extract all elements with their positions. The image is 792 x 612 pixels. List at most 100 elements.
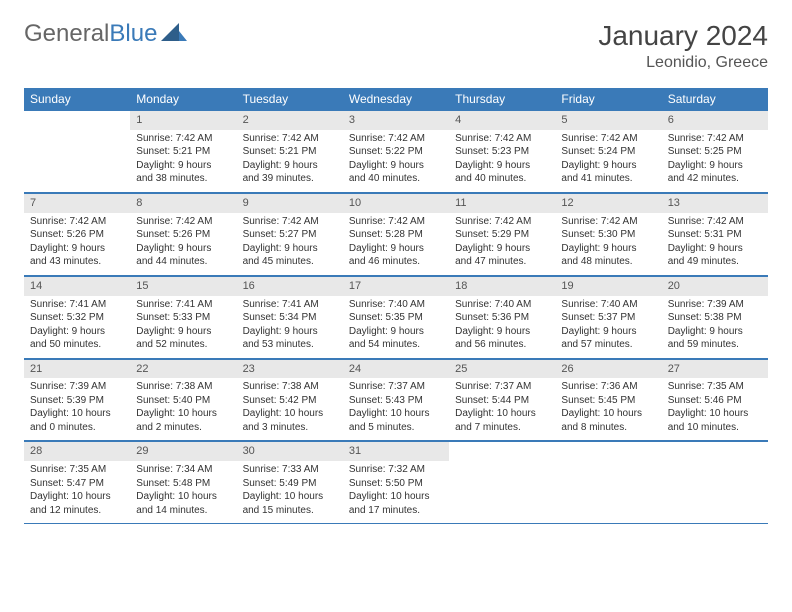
daylight-text: and 50 minutes.: [30, 338, 124, 352]
sunrise-text: Sunrise: 7:42 AM: [349, 132, 443, 146]
daylight-text: Daylight: 9 hours: [136, 242, 230, 256]
sunrise-text: Sunrise: 7:42 AM: [349, 215, 443, 229]
sunset-text: Sunset: 5:30 PM: [561, 228, 655, 242]
day-number: 28: [24, 441, 130, 461]
sunrise-text: Sunrise: 7:35 AM: [668, 380, 762, 394]
calendar-day-cell: 10Sunrise: 7:42 AMSunset: 5:28 PMDayligh…: [343, 192, 449, 275]
daylight-text: Daylight: 10 hours: [136, 407, 230, 421]
day-number: 11: [449, 193, 555, 213]
day-body: Sunrise: 7:42 AMSunset: 5:26 PMDaylight:…: [130, 213, 236, 275]
calendar-day-cell: 2Sunrise: 7:42 AMSunset: 5:21 PMDaylight…: [237, 110, 343, 192]
day-number: 27: [662, 359, 768, 379]
calendar-day-cell: 7Sunrise: 7:42 AMSunset: 5:26 PMDaylight…: [24, 192, 130, 275]
daylight-text: and 48 minutes.: [561, 255, 655, 269]
calendar-day-cell: 26Sunrise: 7:36 AMSunset: 5:45 PMDayligh…: [555, 358, 661, 441]
daylight-text: and 59 minutes.: [668, 338, 762, 352]
day-body-empty: [24, 130, 130, 188]
calendar-day-cell: 20Sunrise: 7:39 AMSunset: 5:38 PMDayligh…: [662, 275, 768, 358]
weekday-header: Wednesday: [343, 88, 449, 110]
day-body-empty: [555, 461, 661, 519]
weekday-header: Friday: [555, 88, 661, 110]
daylight-text: and 44 minutes.: [136, 255, 230, 269]
day-number: 9: [237, 193, 343, 213]
day-number: 31: [343, 441, 449, 461]
sunset-text: Sunset: 5:39 PM: [30, 394, 124, 408]
daylight-text: Daylight: 10 hours: [30, 490, 124, 504]
sunrise-text: Sunrise: 7:42 AM: [136, 215, 230, 229]
sunset-text: Sunset: 5:33 PM: [136, 311, 230, 325]
day-number: 15: [130, 276, 236, 296]
calendar-day-cell: 13Sunrise: 7:42 AMSunset: 5:31 PMDayligh…: [662, 192, 768, 275]
sunrise-text: Sunrise: 7:42 AM: [243, 215, 337, 229]
sunrise-text: Sunrise: 7:42 AM: [561, 215, 655, 229]
daylight-text: Daylight: 9 hours: [561, 325, 655, 339]
day-number: 13: [662, 193, 768, 213]
location-label: Leonidio, Greece: [598, 54, 768, 72]
calendar-week-row: 28Sunrise: 7:35 AMSunset: 5:47 PMDayligh…: [24, 441, 768, 524]
sunset-text: Sunset: 5:21 PM: [136, 145, 230, 159]
calendar-day-cell: 3Sunrise: 7:42 AMSunset: 5:22 PMDaylight…: [343, 110, 449, 192]
daylight-text: and 49 minutes.: [668, 255, 762, 269]
day-number: 6: [662, 110, 768, 130]
day-number: 23: [237, 359, 343, 379]
daylight-text: and 57 minutes.: [561, 338, 655, 352]
daylight-text: Daylight: 9 hours: [30, 242, 124, 256]
daylight-text: and 15 minutes.: [243, 504, 337, 518]
calendar-day-cell: 31Sunrise: 7:32 AMSunset: 5:50 PMDayligh…: [343, 441, 449, 524]
title-block: January 2024 Leonidio, Greece: [598, 20, 768, 72]
day-body: Sunrise: 7:36 AMSunset: 5:45 PMDaylight:…: [555, 378, 661, 440]
day-number: 7: [24, 193, 130, 213]
sunrise-text: Sunrise: 7:38 AM: [243, 380, 337, 394]
calendar-day-cell: 22Sunrise: 7:38 AMSunset: 5:40 PMDayligh…: [130, 358, 236, 441]
calendar-day-cell: 23Sunrise: 7:38 AMSunset: 5:42 PMDayligh…: [237, 358, 343, 441]
daylight-text: Daylight: 9 hours: [349, 159, 443, 173]
day-body: Sunrise: 7:42 AMSunset: 5:25 PMDaylight:…: [662, 130, 768, 192]
daylight-text: and 42 minutes.: [668, 172, 762, 186]
daylight-text: Daylight: 10 hours: [30, 407, 124, 421]
daylight-text: Daylight: 9 hours: [243, 159, 337, 173]
daylight-text: Daylight: 9 hours: [349, 242, 443, 256]
sunrise-text: Sunrise: 7:42 AM: [243, 132, 337, 146]
daylight-text: and 5 minutes.: [349, 421, 443, 435]
day-number: 16: [237, 276, 343, 296]
day-number: 12: [555, 193, 661, 213]
day-body: Sunrise: 7:38 AMSunset: 5:42 PMDaylight:…: [237, 378, 343, 440]
sunrise-text: Sunrise: 7:39 AM: [30, 380, 124, 394]
day-number: 17: [343, 276, 449, 296]
daylight-text: and 7 minutes.: [455, 421, 549, 435]
sunrise-text: Sunrise: 7:42 AM: [136, 132, 230, 146]
daylight-text: and 17 minutes.: [349, 504, 443, 518]
calendar-day-cell: 8Sunrise: 7:42 AMSunset: 5:26 PMDaylight…: [130, 192, 236, 275]
calendar-day-cell: 6Sunrise: 7:42 AMSunset: 5:25 PMDaylight…: [662, 110, 768, 192]
sunrise-text: Sunrise: 7:41 AM: [136, 298, 230, 312]
day-number: 24: [343, 359, 449, 379]
sunrise-text: Sunrise: 7:40 AM: [455, 298, 549, 312]
day-number: 18: [449, 276, 555, 296]
daylight-text: Daylight: 9 hours: [136, 325, 230, 339]
day-number: 8: [130, 193, 236, 213]
day-body: Sunrise: 7:41 AMSunset: 5:33 PMDaylight:…: [130, 296, 236, 358]
calendar-day-cell: [555, 441, 661, 524]
weekday-header: Tuesday: [237, 88, 343, 110]
calendar-week-row: 1Sunrise: 7:42 AMSunset: 5:21 PMDaylight…: [24, 110, 768, 192]
calendar-body: 1Sunrise: 7:42 AMSunset: 5:21 PMDaylight…: [24, 110, 768, 524]
day-number: 4: [449, 110, 555, 130]
sunrise-text: Sunrise: 7:39 AM: [668, 298, 762, 312]
sunset-text: Sunset: 5:26 PM: [30, 228, 124, 242]
day-body: Sunrise: 7:40 AMSunset: 5:35 PMDaylight:…: [343, 296, 449, 358]
daylight-text: and 39 minutes.: [243, 172, 337, 186]
daylight-text: Daylight: 10 hours: [349, 407, 443, 421]
daylight-text: Daylight: 9 hours: [136, 159, 230, 173]
weekday-header: Sunday: [24, 88, 130, 110]
day-number-empty: [555, 441, 661, 461]
calendar-day-cell: 5Sunrise: 7:42 AMSunset: 5:24 PMDaylight…: [555, 110, 661, 192]
daylight-text: Daylight: 10 hours: [561, 407, 655, 421]
day-number-empty: [24, 110, 130, 130]
day-body: Sunrise: 7:42 AMSunset: 5:28 PMDaylight:…: [343, 213, 449, 275]
calendar-table: Sunday Monday Tuesday Wednesday Thursday…: [24, 88, 768, 524]
daylight-text: Daylight: 10 hours: [455, 407, 549, 421]
day-body: Sunrise: 7:32 AMSunset: 5:50 PMDaylight:…: [343, 461, 449, 523]
day-number-empty: [449, 441, 555, 461]
daylight-text: and 45 minutes.: [243, 255, 337, 269]
day-body: Sunrise: 7:39 AMSunset: 5:38 PMDaylight:…: [662, 296, 768, 358]
